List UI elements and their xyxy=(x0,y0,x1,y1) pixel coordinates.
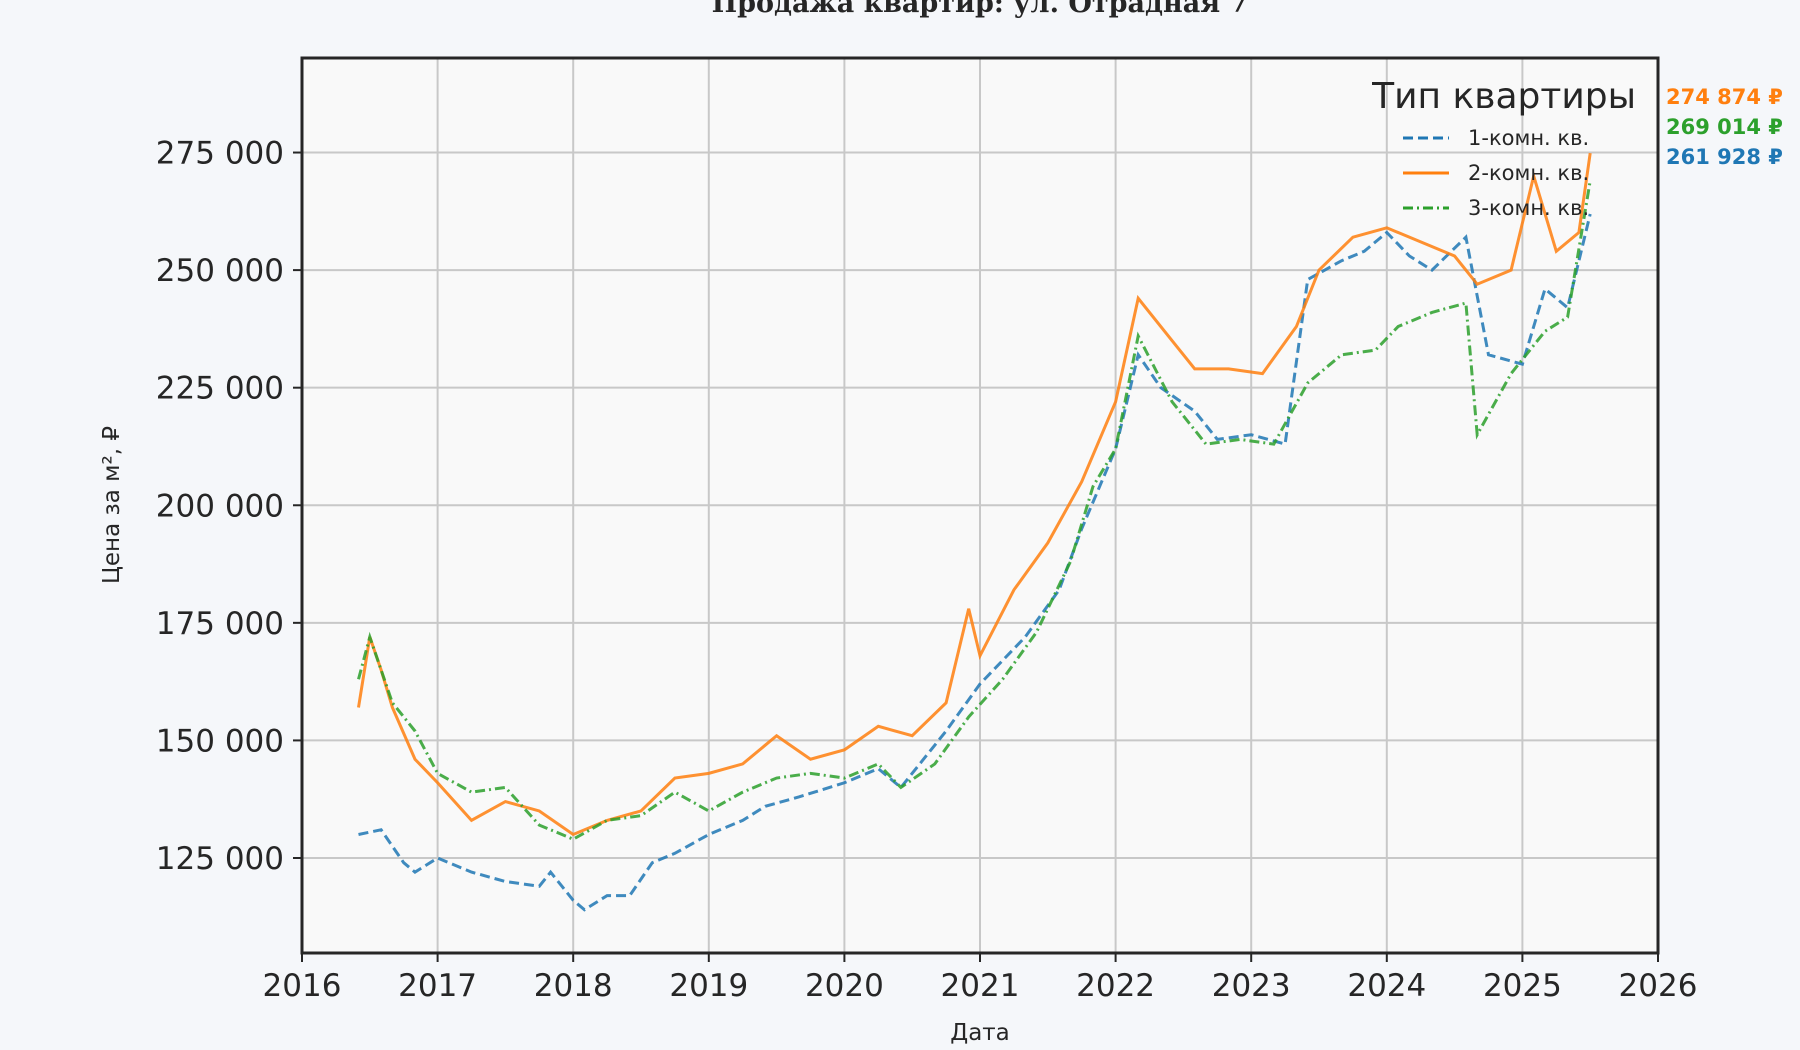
x-tick-label: 2018 xyxy=(534,968,613,1004)
legend-title: Тип квартиры xyxy=(1371,76,1636,117)
x-tick-label: 2016 xyxy=(263,968,342,1004)
x-tick-label: 2024 xyxy=(1347,968,1426,1004)
end-value-label: 261 928 ₽ xyxy=(1666,145,1783,169)
legend-label: 2-комн. кв. xyxy=(1468,161,1589,185)
x-tick-label: 2023 xyxy=(1212,968,1291,1004)
y-tick-label: 225 000 xyxy=(156,371,284,407)
legend-label: 3-комн. кв. xyxy=(1468,196,1589,220)
y-tick-label: 150 000 xyxy=(156,723,284,759)
y-axis-label: Цена за м², ₽ xyxy=(99,426,125,584)
end-value-label: 274 874 ₽ xyxy=(1666,85,1783,109)
series-line-3 xyxy=(357,180,1592,841)
x-tick-label: 2026 xyxy=(1619,968,1698,1004)
y-tick-label: 200 000 xyxy=(156,488,284,524)
end-value-label: 269 014 ₽ xyxy=(1666,115,1783,139)
x-axis-label: Дата xyxy=(950,1020,1010,1046)
axes-frame xyxy=(300,56,1660,955)
legend-label: 1-комн. кв. xyxy=(1468,126,1589,150)
y-tick-label: 175 000 xyxy=(156,606,284,642)
x-tick-label: 2020 xyxy=(805,968,884,1004)
y-tick-label: 125 000 xyxy=(156,841,284,877)
x-tick-label: 2021 xyxy=(941,968,1020,1004)
y-tick-label: 275 000 xyxy=(156,136,284,172)
x-tick-label: 2017 xyxy=(398,968,477,1004)
x-tick-label: 2025 xyxy=(1483,968,1562,1004)
x-tick-label: 2019 xyxy=(669,968,748,1004)
y-tick-label: 250 000 xyxy=(156,253,284,289)
series-line-1 xyxy=(358,213,1592,912)
chart-title: Продажа квартир: ул. Отрадная 7 xyxy=(711,0,1249,19)
x-tick-label: 2022 xyxy=(1076,968,1155,1004)
series-line-2 xyxy=(357,152,1592,837)
